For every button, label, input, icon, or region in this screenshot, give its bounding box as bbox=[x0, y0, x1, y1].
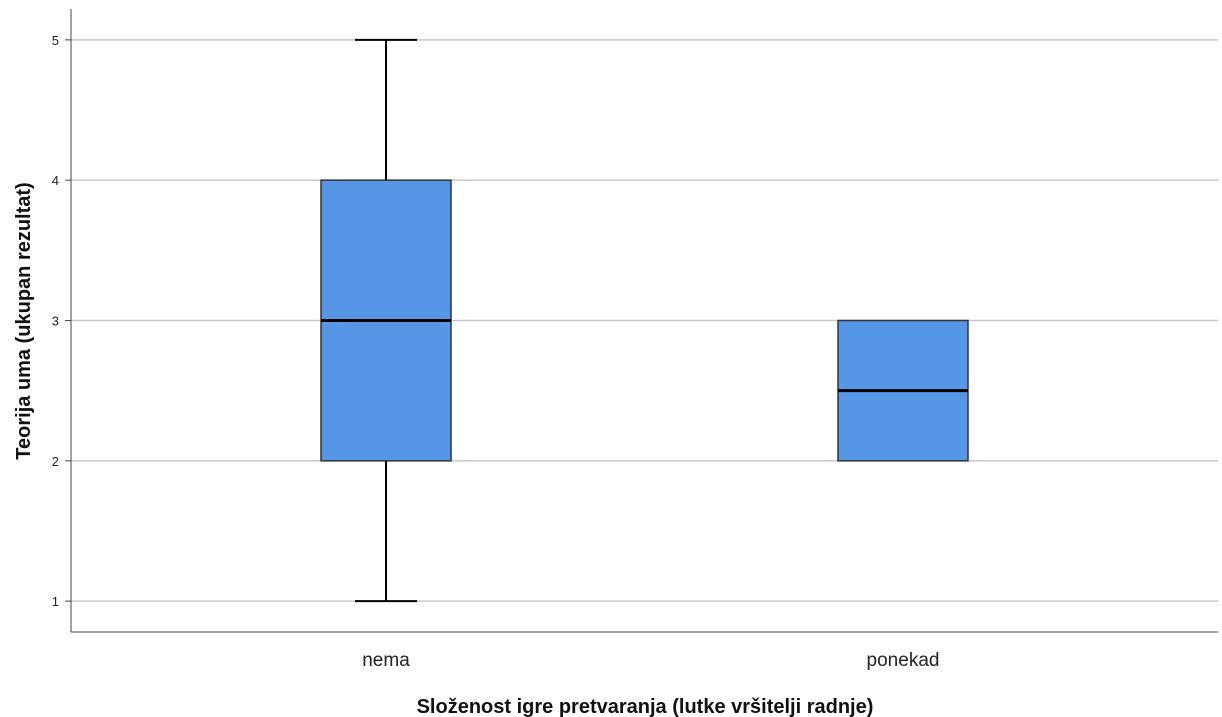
y-tick-label: 4 bbox=[52, 173, 59, 188]
x-category-label: ponekad bbox=[867, 650, 940, 671]
label-layer: 1 2 3 4 5 nema ponekad bbox=[52, 33, 940, 671]
grid-layer bbox=[71, 39, 1218, 602]
x-category-label: nema bbox=[362, 650, 410, 671]
box-ponekad bbox=[837, 319, 969, 462]
y-tick-label: 1 bbox=[52, 594, 59, 609]
y-tick-label: 5 bbox=[52, 33, 59, 48]
y-axis-title: Teorija uma (ukupan rezultat) bbox=[13, 182, 35, 459]
y-tick-label: 2 bbox=[52, 454, 59, 469]
box-layer bbox=[320, 38, 969, 603]
y-tick-label: 3 bbox=[52, 314, 59, 329]
x-axis-title: Složenost igre pretvaranja (lutke vršite… bbox=[417, 696, 874, 717]
box-nema bbox=[320, 38, 452, 603]
